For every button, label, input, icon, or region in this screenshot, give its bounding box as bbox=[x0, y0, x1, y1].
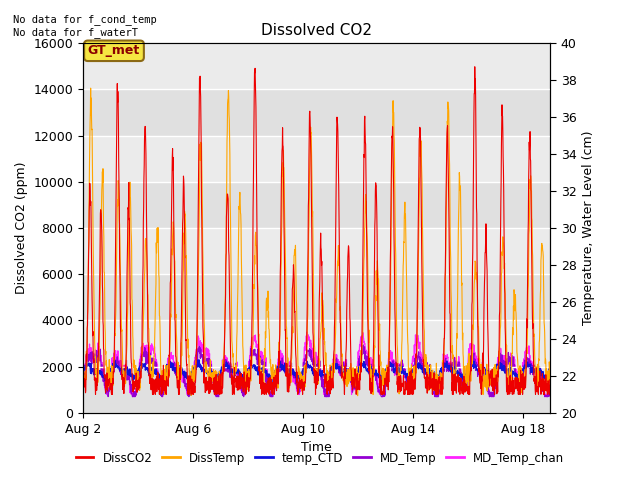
Bar bbox=[83, 228, 550, 274]
Bar bbox=[83, 43, 550, 89]
Legend: DissCO2, DissTemp, temp_CTD, MD_Temp, MD_Temp_chan: DissCO2, DissTemp, temp_CTD, MD_Temp, MD… bbox=[71, 447, 569, 469]
Title: Dissolved CO2: Dissolved CO2 bbox=[261, 23, 372, 38]
Bar bbox=[83, 367, 550, 413]
Bar bbox=[83, 135, 550, 182]
Text: No data for f_cond_temp
No data for f_waterT: No data for f_cond_temp No data for f_wa… bbox=[13, 14, 157, 38]
Bar bbox=[83, 182, 550, 228]
Text: GT_met: GT_met bbox=[88, 44, 140, 57]
Y-axis label: Dissolved CO2 (ppm): Dissolved CO2 (ppm) bbox=[15, 162, 28, 294]
X-axis label: Time: Time bbox=[301, 441, 332, 454]
Bar bbox=[83, 274, 550, 321]
Y-axis label: Temperature, Water Level (cm): Temperature, Water Level (cm) bbox=[582, 131, 595, 325]
Bar bbox=[83, 89, 550, 135]
Bar bbox=[83, 321, 550, 367]
